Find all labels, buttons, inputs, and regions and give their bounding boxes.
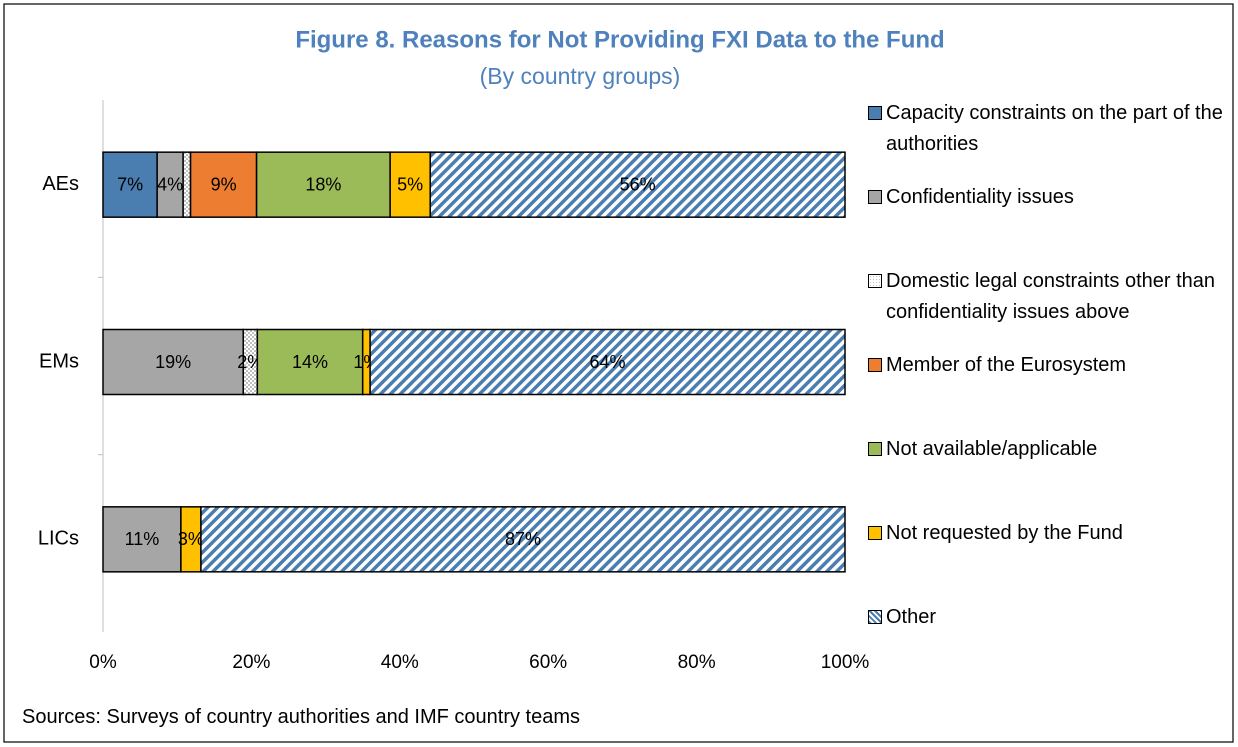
- x-tick-label: 60%: [529, 652, 567, 673]
- data-label: 64%: [590, 352, 626, 372]
- x-tick-label: 0%: [89, 652, 117, 673]
- legend-item: Other: [868, 602, 1230, 633]
- bar-segment: [156, 151, 184, 218]
- legend-label: Other: [886, 606, 937, 628]
- bar-segment: [256, 328, 364, 396]
- x-tick-label: 80%: [678, 652, 716, 673]
- legend-label: Member of the Eurosystem: [886, 354, 1127, 376]
- legend-swatch: [868, 526, 882, 540]
- legend-item: Capacity constraints on the part of the …: [868, 98, 1230, 160]
- frame: [3, 3, 1234, 743]
- legend-item: Not available/applicable: [868, 434, 1230, 465]
- data-label: 14%: [292, 352, 328, 372]
- bar-segment: [255, 151, 391, 218]
- chart-subtitle: (By country groups): [480, 63, 681, 89]
- data-label: 7%: [117, 174, 143, 194]
- data-label: 9%: [211, 174, 237, 194]
- legend-label: Domestic legal constraints other than co…: [886, 270, 1216, 323]
- x-tick-label: 40%: [381, 652, 419, 673]
- legend-item: Member of the Eurosystem: [868, 350, 1230, 381]
- data-label: 11%: [125, 529, 160, 549]
- bar-segment: [189, 151, 258, 218]
- data-label: 4%: [157, 174, 183, 194]
- legend-item: Confidentiality issues: [868, 182, 1230, 213]
- legend-swatch: [868, 190, 882, 204]
- data-label: 87%: [505, 529, 541, 549]
- legend-swatch: [868, 610, 882, 624]
- bar-segment: [102, 151, 158, 218]
- legend-label: Capacity constraints on the part of the …: [886, 102, 1223, 155]
- legend-label: Not available/applicable: [886, 438, 1098, 460]
- legend-label: Not requested by the Fund: [886, 522, 1123, 544]
- y-tick-label: LICs: [38, 528, 79, 550]
- legend-item: Not requested by the Fund: [868, 518, 1230, 549]
- bar-segment: [102, 506, 182, 573]
- x-tick-label: 20%: [232, 652, 270, 673]
- data-label: 5%: [397, 174, 423, 194]
- legend-swatch: [868, 442, 882, 456]
- data-label: 19%: [155, 352, 191, 372]
- legend-label: Confidentiality issues: [886, 186, 1074, 208]
- data-label: 18%: [305, 174, 341, 194]
- y-tick-label: EMs: [39, 350, 79, 372]
- legend-swatch: [868, 274, 882, 288]
- chart-title: Figure 8. Reasons for Not Providing FXI …: [295, 26, 944, 53]
- legend-swatch: [868, 358, 882, 372]
- bar-segment: [369, 328, 846, 396]
- data-label: 3%: [178, 529, 204, 549]
- bar-segment: [389, 151, 431, 218]
- x-tick-label: 100%: [821, 652, 870, 673]
- legend-item: Domestic legal constraints other than co…: [868, 266, 1230, 328]
- bar-segment: [182, 151, 192, 218]
- legend-swatch: [868, 106, 882, 120]
- bar-segment: [200, 506, 846, 573]
- data-label: 56%: [620, 174, 656, 194]
- bar-segment: [429, 151, 846, 218]
- y-tick-label: AEs: [42, 173, 79, 195]
- source-note: Sources: Surveys of country authorities …: [22, 706, 581, 728]
